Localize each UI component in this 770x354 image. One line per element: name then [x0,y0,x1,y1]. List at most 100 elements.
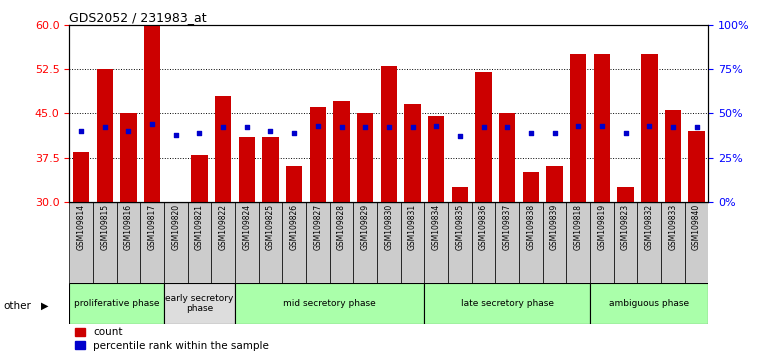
Text: other: other [4,301,32,311]
Bar [499,113,515,202]
Bar [424,283,590,324]
Point [667,125,679,130]
Point [75,128,87,134]
Bar [191,155,208,202]
Bar [641,54,658,202]
Bar [472,202,495,283]
Bar [69,202,93,283]
Text: GSM109824: GSM109824 [243,204,251,250]
Bar [475,72,492,202]
Point [146,121,159,127]
Bar [96,69,113,202]
Bar [357,113,373,202]
Text: GSM109826: GSM109826 [290,204,299,250]
Bar [286,166,303,202]
Bar [428,116,444,202]
Point [407,125,419,130]
Bar [590,283,708,324]
Bar [688,131,705,202]
Point [477,125,490,130]
Text: GSM109817: GSM109817 [148,204,156,250]
Point [383,125,395,130]
Point [619,130,631,136]
Text: GSM109819: GSM109819 [598,204,607,250]
Text: GSM109822: GSM109822 [219,204,228,250]
Bar [404,104,420,202]
Bar [665,110,681,202]
Point [336,125,348,130]
Bar [546,166,563,202]
Text: GDS2052 / 231983_at: GDS2052 / 231983_at [69,11,207,24]
Point [501,125,514,130]
Text: GSM109838: GSM109838 [527,204,535,250]
Text: GSM109836: GSM109836 [479,204,488,251]
Bar [495,202,519,283]
Point [264,128,276,134]
Text: GSM109831: GSM109831 [408,204,417,250]
Text: mid secretory phase: mid secretory phase [283,299,376,308]
Bar [353,202,377,283]
Text: GSM109825: GSM109825 [266,204,275,250]
Bar [283,202,306,283]
Point [99,125,111,130]
Bar [235,202,259,283]
Bar [211,202,235,283]
Text: GSM109829: GSM109829 [360,204,370,250]
Text: ambiguous phase: ambiguous phase [609,299,689,308]
Point [217,125,229,130]
Bar [188,202,211,283]
Point [691,125,703,130]
Bar [164,202,188,283]
Bar [590,202,614,283]
Text: GSM109832: GSM109832 [644,204,654,250]
Point [288,130,300,136]
Bar [140,202,164,283]
Text: GSM109823: GSM109823 [621,204,630,250]
Bar [543,202,567,283]
Text: GSM109835: GSM109835 [455,204,464,251]
Text: GSM109818: GSM109818 [574,204,583,250]
Point [359,125,371,130]
Bar [333,102,350,202]
Point [430,123,442,129]
Point [643,123,655,129]
Bar [310,107,326,202]
Text: GSM109828: GSM109828 [337,204,346,250]
Bar [380,66,397,202]
Text: early secretory
phase: early secretory phase [166,294,233,313]
Bar [93,202,116,283]
Point [572,123,584,129]
Bar [164,283,235,324]
Legend: count, percentile rank within the sample: count, percentile rank within the sample [75,327,270,350]
Bar [567,202,590,283]
Bar [215,96,232,202]
Point [312,123,324,129]
Text: proliferative phase: proliferative phase [74,299,159,308]
Bar [523,172,539,202]
Text: GSM109820: GSM109820 [171,204,180,250]
Text: GSM109827: GSM109827 [313,204,323,250]
Bar [330,202,353,283]
Bar [519,202,543,283]
Bar [618,187,634,202]
Bar [116,202,140,283]
Bar [69,283,164,324]
Bar [235,283,424,324]
Text: GSM109833: GSM109833 [668,204,678,251]
Bar [451,187,468,202]
Point [193,130,206,136]
Text: GSM109816: GSM109816 [124,204,133,250]
Point [169,132,182,137]
Bar [448,202,472,283]
Text: GSM109837: GSM109837 [503,204,512,251]
Text: GSM109840: GSM109840 [692,204,701,251]
Point [122,128,135,134]
Bar [144,25,160,202]
Bar [263,137,279,202]
Point [524,130,537,136]
Text: GSM109821: GSM109821 [195,204,204,250]
Text: ▶: ▶ [41,301,49,311]
Point [241,125,253,130]
Bar [424,202,448,283]
Bar [239,137,255,202]
